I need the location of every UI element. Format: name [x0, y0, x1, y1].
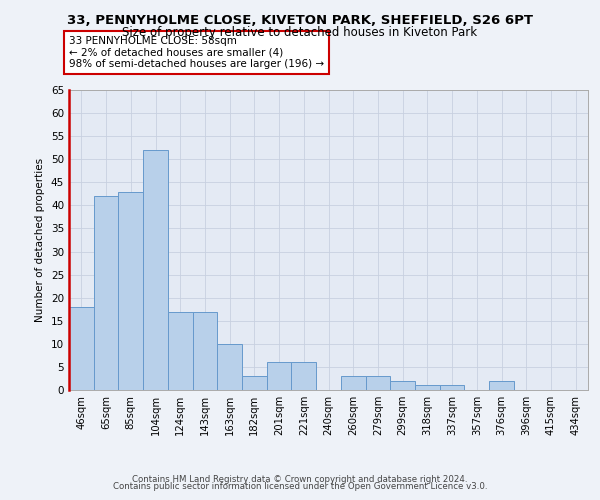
Bar	[489, 381, 514, 390]
Text: 33, PENNYHOLME CLOSE, KIVETON PARK, SHEFFIELD, S26 6PT: 33, PENNYHOLME CLOSE, KIVETON PARK, SHEF…	[67, 14, 533, 27]
Bar	[69, 307, 94, 390]
Bar	[217, 344, 242, 390]
Bar	[168, 312, 193, 390]
Bar	[242, 376, 267, 390]
Bar	[415, 386, 440, 390]
Bar	[143, 150, 168, 390]
Text: Size of property relative to detached houses in Kiveton Park: Size of property relative to detached ho…	[122, 26, 478, 39]
Bar	[440, 386, 464, 390]
Text: 33 PENNYHOLME CLOSE: 58sqm
← 2% of detached houses are smaller (4)
98% of semi-d: 33 PENNYHOLME CLOSE: 58sqm ← 2% of detac…	[69, 36, 324, 69]
Text: Contains public sector information licensed under the Open Government Licence v3: Contains public sector information licen…	[113, 482, 487, 491]
Bar	[365, 376, 390, 390]
Bar	[292, 362, 316, 390]
Bar	[118, 192, 143, 390]
Y-axis label: Number of detached properties: Number of detached properties	[35, 158, 46, 322]
Bar	[390, 381, 415, 390]
Bar	[94, 196, 118, 390]
Bar	[193, 312, 217, 390]
Bar	[267, 362, 292, 390]
Text: Contains HM Land Registry data © Crown copyright and database right 2024.: Contains HM Land Registry data © Crown c…	[132, 474, 468, 484]
Bar	[341, 376, 365, 390]
